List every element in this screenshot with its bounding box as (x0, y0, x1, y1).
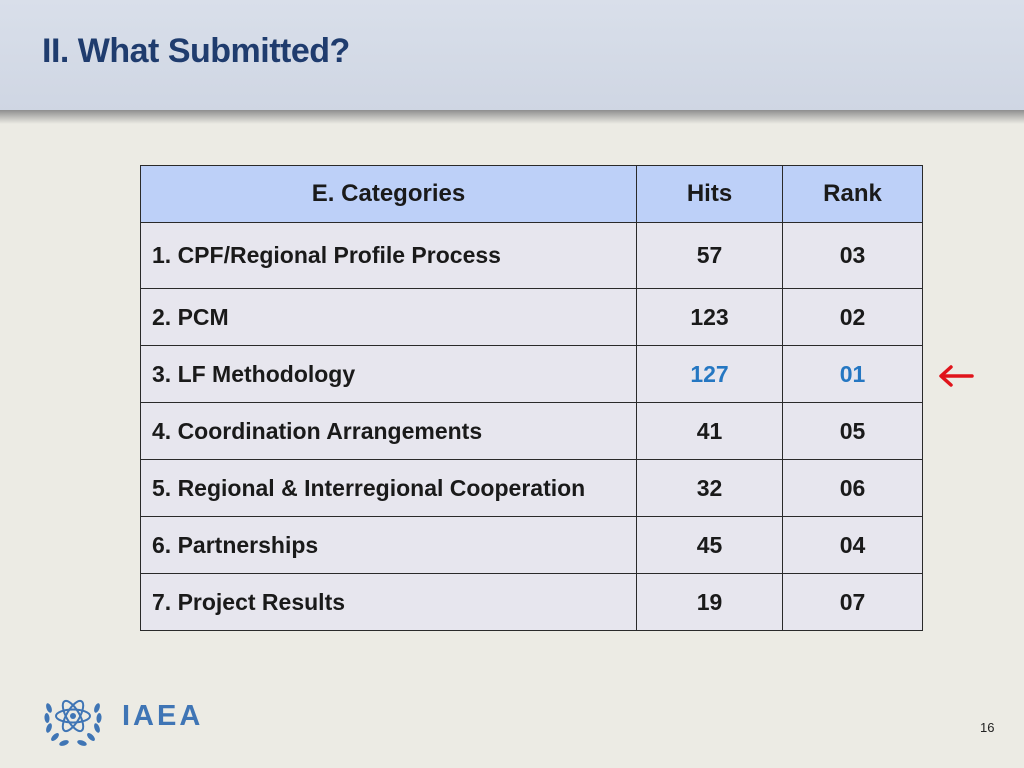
table-row: 5. Regional & Interregional Cooperation … (140, 459, 923, 517)
table-row: 7. Project Results 19 07 (140, 573, 923, 631)
column-header-categories: E. Categories (140, 165, 637, 223)
iaea-logo-text: IAEA (122, 700, 204, 732)
hits-cell: 32 (636, 459, 783, 517)
table-row: 6. Partnerships 45 04 (140, 516, 923, 574)
rank-cell-highlighted: 01 (782, 345, 923, 403)
column-header-hits: Hits (636, 165, 783, 223)
table-row-highlighted: 3. LF Methodology 127 01 (140, 345, 923, 403)
page-number: 16 (980, 720, 995, 735)
title-bar-shadow (0, 110, 1024, 124)
categories-table: E. Categories Hits Rank 1. CPF/Regional … (140, 165, 923, 631)
category-cell: 5. Regional & Interregional Cooperation (140, 459, 637, 517)
table-row: 2. PCM 123 02 (140, 288, 923, 346)
iaea-logo-icon (44, 699, 102, 746)
title-bar (0, 0, 1024, 112)
table-header-row: E. Categories Hits Rank (140, 165, 923, 223)
hits-cell: 123 (636, 288, 783, 346)
hits-cell: 19 (636, 573, 783, 631)
category-cell: 1. CPF/Regional Profile Process (140, 222, 637, 289)
category-cell: 2. PCM (140, 288, 637, 346)
left-arrow-icon (939, 365, 974, 387)
table-row: 4. Coordination Arrangements 41 05 (140, 402, 923, 460)
hits-cell-highlighted: 127 (636, 345, 783, 403)
rank-cell: 06 (782, 459, 923, 517)
hits-cell: 45 (636, 516, 783, 574)
category-cell: 4. Coordination Arrangements (140, 402, 637, 460)
rank-cell: 02 (782, 288, 923, 346)
rank-cell: 07 (782, 573, 923, 631)
hits-cell: 57 (636, 222, 783, 289)
column-header-rank: Rank (782, 165, 923, 223)
rank-cell: 04 (782, 516, 923, 574)
hits-cell: 41 (636, 402, 783, 460)
rank-cell: 03 (782, 222, 923, 289)
rank-cell: 05 (782, 402, 923, 460)
table-row: 1. CPF/Regional Profile Process 57 03 (140, 222, 923, 289)
category-cell: 7. Project Results (140, 573, 637, 631)
category-cell: 6. Partnerships (140, 516, 637, 574)
category-cell: 3. LF Methodology (140, 345, 637, 403)
slide-title: II. What Submitted? (42, 32, 350, 70)
